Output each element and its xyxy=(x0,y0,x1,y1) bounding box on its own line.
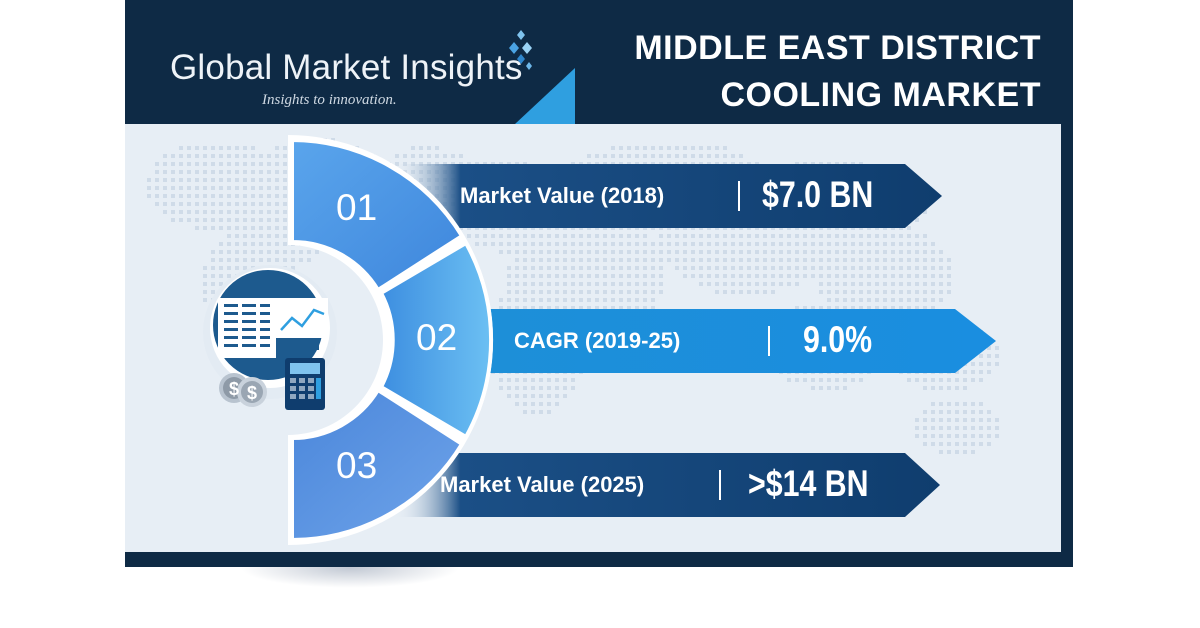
header-accent-triangle xyxy=(515,68,575,124)
stat-label-3: Market Value (2025) xyxy=(440,472,645,497)
page-title: MIDDLE EAST DISTRICT COOLING MARKET xyxy=(634,25,1041,119)
title-line-2: COOLING MARKET xyxy=(720,76,1041,114)
segment-number-2: 02 xyxy=(416,317,458,358)
header: Global Market Insights Insights to innov… xyxy=(125,0,1073,124)
segment-number-1: 01 xyxy=(336,187,378,228)
tagline-italic: innovation. xyxy=(328,92,397,108)
separator-3 xyxy=(719,470,721,500)
segment-number-3: 03 xyxy=(336,445,378,486)
separator-2 xyxy=(768,326,770,356)
brand-name: Global Market Insights xyxy=(170,48,523,87)
separator-1 xyxy=(738,181,740,211)
stat-value-1: $7.0 BN xyxy=(762,174,874,215)
tagline-plain: Insights to xyxy=(262,92,325,108)
brand-tagline: Insights to innovation. xyxy=(262,92,397,109)
stat-value-2: 9.0% xyxy=(803,319,873,360)
title-line-1: MIDDLE EAST DISTRICT xyxy=(634,29,1041,67)
stat-label-2: CAGR (2019-25) xyxy=(514,328,681,353)
stat-value-3: >$14 BN xyxy=(748,463,869,504)
stat-label-1: Market Value (2018) xyxy=(460,183,665,208)
diamond-logo-icon xyxy=(509,30,532,70)
